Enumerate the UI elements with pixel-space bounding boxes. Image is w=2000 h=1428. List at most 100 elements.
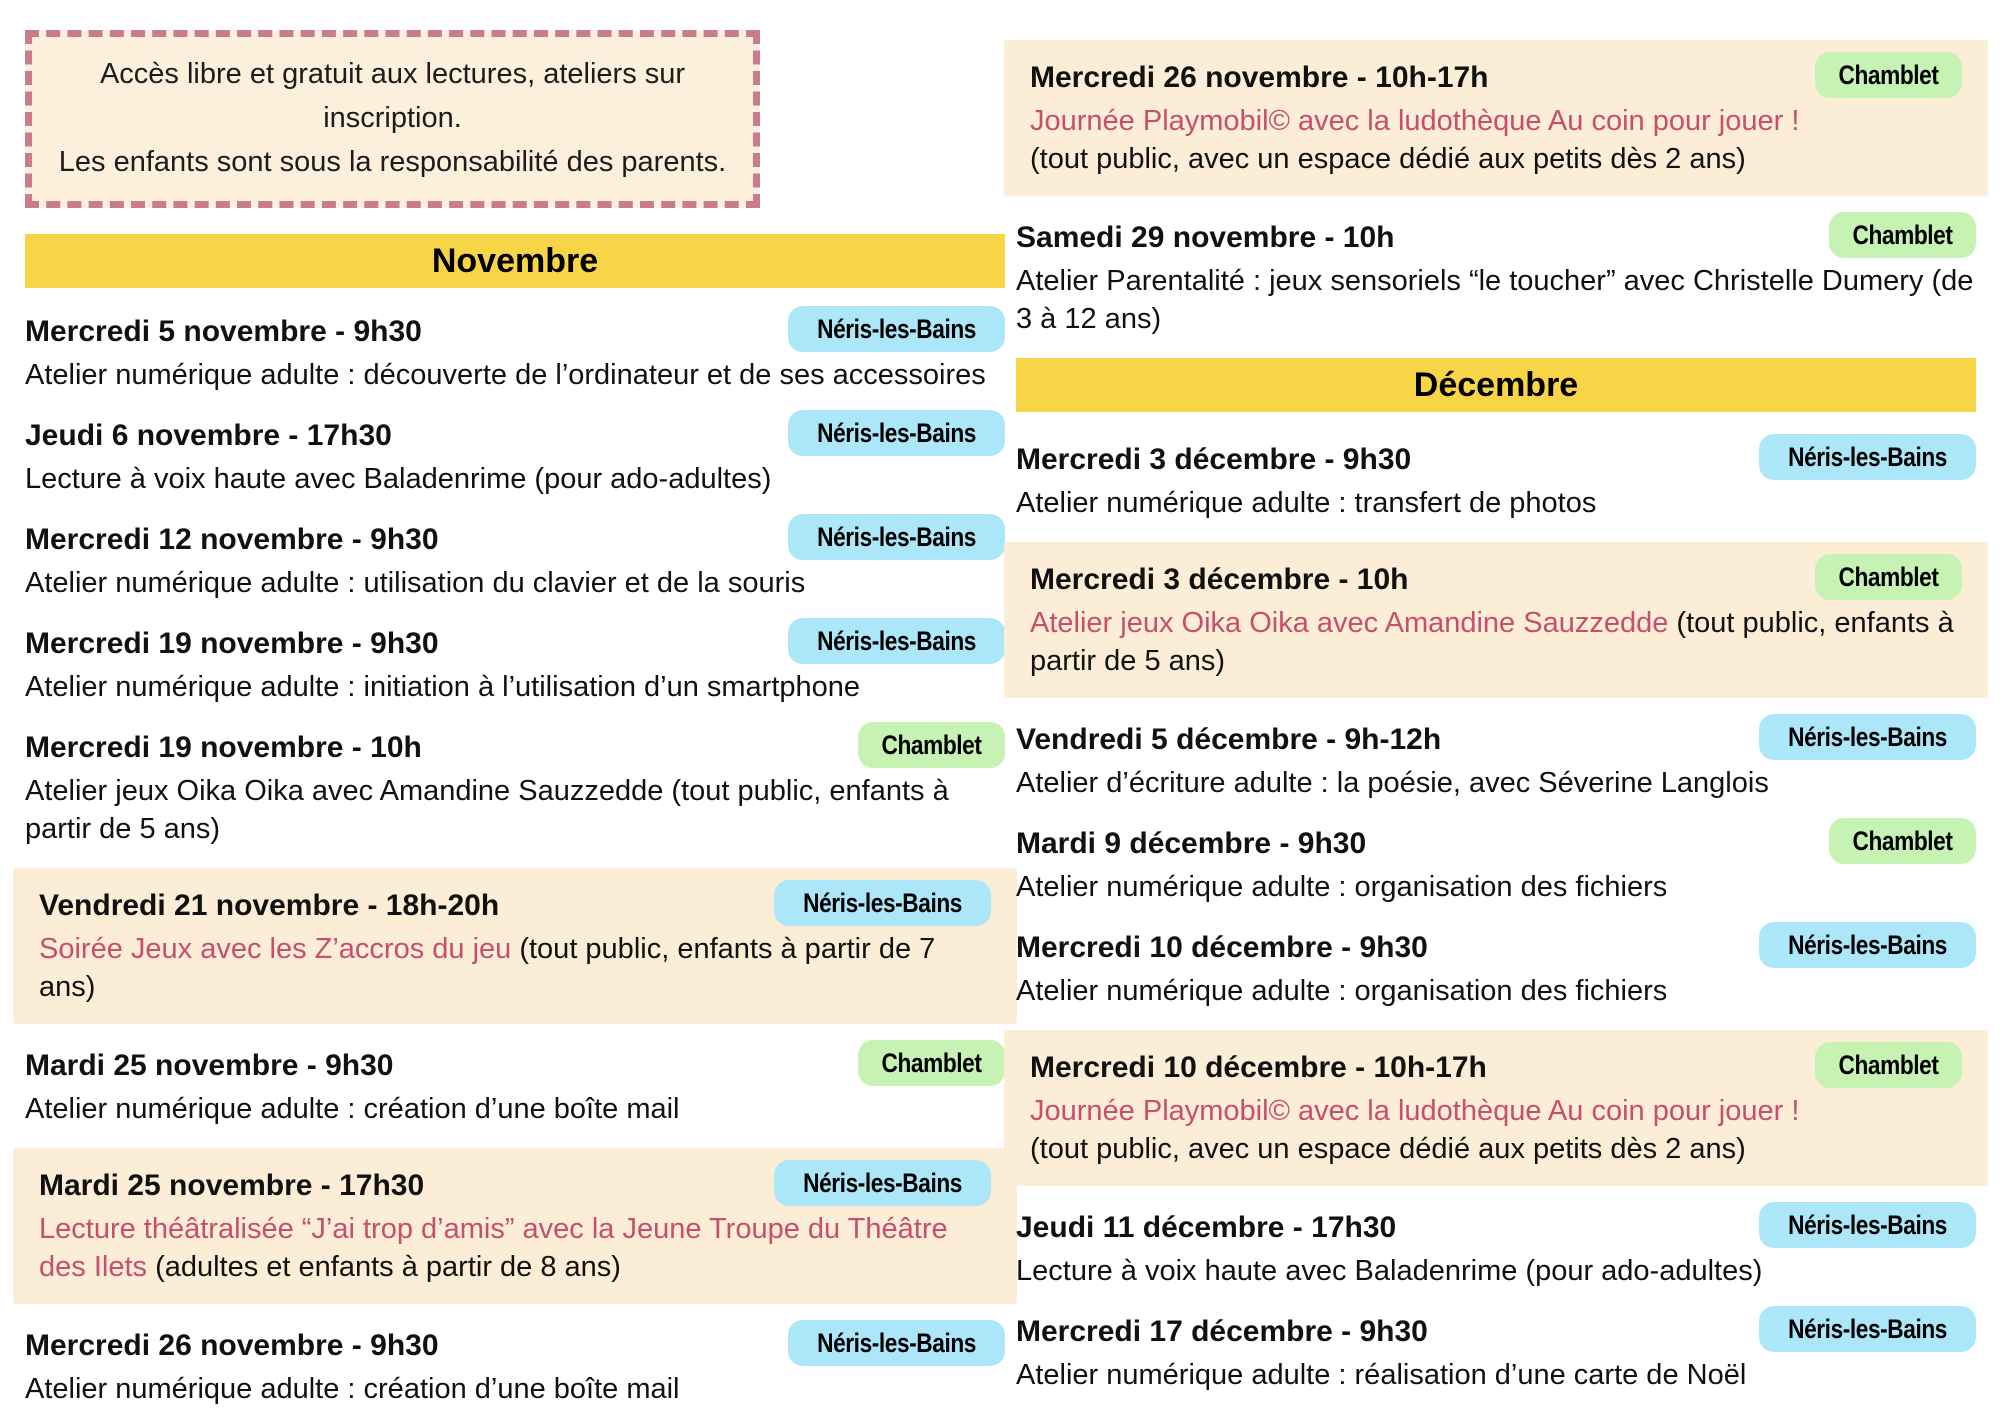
month-banner-decembre: Décembre	[1016, 358, 1976, 412]
location-badge: Chamblet	[857, 1040, 1005, 1086]
notice-box: Accès libre et gratuit aux lectures, ate…	[25, 30, 760, 208]
event-header: Samedi 29 novembre - 10h Chamblet	[1016, 212, 1976, 260]
event-block-mardi-9-decembre-9h30: Mardi 9 décembre - 9h30 Chamblet Atelier n…	[1016, 818, 1976, 906]
event-description-part: Atelier numérique adulte : création d’un…	[25, 1093, 680, 1125]
event-date: Mardi 9 décembre - 9h30	[1016, 827, 1367, 860]
location-badge: Néris-les-Bains	[787, 410, 1005, 456]
event-date: Mercredi 12 novembre - 9h30	[25, 523, 439, 556]
event-description: Atelier numérique adulte : transfert de …	[1016, 484, 1976, 522]
location-badge-label: Chamblet	[881, 730, 982, 760]
event-date: Mercredi 19 novembre - 10h	[25, 731, 422, 764]
event-block-mercredi-10-decembre-9h30: Mercredi 10 décembre - 9h30 Néris-les-Bai…	[1016, 922, 1976, 1010]
event-description: Journée Playmobil© avec la ludothèque Au…	[1030, 1092, 1962, 1168]
location-badge: Néris-les-Bains	[773, 880, 991, 926]
event-block-mercredi-19-novembre-10h: Mercredi 19 novembre - 10h Chamblet Atelie…	[25, 722, 1005, 848]
event-date: Mardi 25 novembre - 9h30	[25, 1049, 394, 1082]
location-badge: Chamblet	[857, 722, 1005, 768]
month-banner-novembre: Novembre	[25, 234, 1005, 288]
event-description: Atelier numérique adulte : organisation …	[1016, 972, 1976, 1010]
location-badge-label: Néris-les-Bains	[817, 522, 976, 552]
event-description: Lecture théâtralisée “J’ai trop d’amis” …	[39, 1210, 991, 1286]
location-badge: Néris-les-Bains	[1758, 1306, 1976, 1352]
event-date: Mercredi 10 décembre - 10h-17h	[1030, 1051, 1487, 1084]
event-description-part: Atelier numérique adulte : réalisation d…	[1016, 1359, 1747, 1391]
event-description-part: Journée Playmobil© avec la ludothèque Au…	[1030, 1095, 1800, 1127]
location-badge-label: Chamblet	[1852, 220, 1953, 250]
event-header: Mercredi 10 décembre - 9h30 Néris-les-Bai…	[1016, 922, 1976, 970]
event-description-part: (tout public, avec un espace dédié aux p…	[1030, 143, 1746, 175]
location-badge-label: Néris-les-Bains	[1788, 930, 1947, 960]
location-badge-label: Néris-les-Bains	[817, 314, 976, 344]
event-block-mercredi-3-decembre-9h30: Mercredi 3 décembre - 9h30 Néris-les-Bain…	[1016, 434, 1976, 522]
event-header: Jeudi 11 décembre - 17h30 Néris-les-Bains	[1016, 1202, 1976, 1250]
event-header: Mercredi 19 novembre - 9h30 Néris-les-Bai…	[25, 618, 1005, 666]
location-badge-label: Néris-les-Bains	[803, 1168, 962, 1198]
location-badge-label: Chamblet	[1838, 1050, 1939, 1080]
location-badge: Néris-les-Bains	[1758, 922, 1976, 968]
event-date: Mardi 25 novembre - 17h30	[39, 1169, 425, 1202]
event-date: Mercredi 5 novembre - 9h30	[25, 315, 422, 348]
event-description-part: Atelier numérique adulte : découverte de…	[25, 359, 986, 391]
event-date: Mercredi 19 novembre - 9h30	[25, 627, 439, 660]
event-block-mardi-25-novembre-17h30: Mardi 25 novembre - 17h30 Néris-les-Bains…	[13, 1148, 1017, 1304]
location-badge-label: Néris-les-Bains	[803, 888, 962, 918]
location-badge: Néris-les-Bains	[787, 618, 1005, 664]
event-block-jeudi-11-decembre-17h30: Jeudi 11 décembre - 17h30 Néris-les-Bains…	[1016, 1202, 1976, 1290]
event-description: Atelier numérique adulte : création d’un…	[25, 1090, 1005, 1128]
event-description-part: Lecture à voix haute avec Baladenrime (p…	[25, 463, 772, 495]
event-description-part: (tout public, avec un espace dédié aux p…	[1030, 1133, 1746, 1165]
event-block-mercredi-26-novembre-9h30: Mercredi 26 novembre - 9h30 Néris-les-Bai…	[25, 1320, 1005, 1408]
location-badge: Néris-les-Bains	[787, 514, 1005, 560]
event-block-mercredi-10-decembre-10h-17h: Mercredi 10 décembre - 10h-17h Chamblet Jo…	[1004, 1030, 1988, 1186]
event-description-part: Atelier numérique adulte : création d’un…	[25, 1373, 680, 1405]
event-description-part: Soirée Jeux avec les Z’accros du jeu	[39, 933, 520, 965]
location-badge-label: Néris-les-Bains	[1788, 1210, 1947, 1240]
location-badge: Néris-les-Bains	[787, 1320, 1005, 1366]
event-description: Atelier d’écriture adulte : la poésie, a…	[1016, 764, 1976, 802]
event-description: Atelier Parentalité : jeux sensoriels “l…	[1016, 262, 1976, 338]
event-description: Atelier numérique adulte : organisation …	[1016, 868, 1976, 906]
event-header: Mercredi 10 décembre - 10h-17h Chamblet	[1030, 1042, 1962, 1090]
event-date: Mercredi 26 novembre - 10h-17h	[1030, 61, 1489, 94]
location-badge-label: Chamblet	[881, 1048, 982, 1078]
location-badge-label: Néris-les-Bains	[817, 1328, 976, 1358]
event-header: Vendredi 21 novembre - 18h-20h Néris-les-…	[39, 880, 991, 928]
event-header: Mercredi 3 décembre - 9h30 Néris-les-Bain…	[1016, 434, 1976, 482]
event-block-samedi-29-novembre-10h: Samedi 29 novembre - 10h Chamblet Atelier …	[1016, 212, 1976, 338]
event-description-part: Atelier numérique adulte : organisation …	[1016, 871, 1668, 903]
event-date: Mercredi 17 décembre - 9h30	[1016, 1315, 1428, 1348]
event-description-part: Atelier jeux Oika Oika avec Amandine Sau…	[25, 775, 949, 845]
event-block-vendredi-21-novembre-18h-20h: Vendredi 21 novembre - 18h-20h Néris-les-…	[13, 868, 1017, 1024]
event-block-mercredi-5-novembre-9h30: Mercredi 5 novembre - 9h30 Néris-les-Bain…	[25, 306, 1005, 394]
event-date: Mercredi 3 décembre - 9h30	[1016, 443, 1412, 476]
location-badge: Chamblet	[1828, 818, 1976, 864]
event-description: Atelier numérique adulte : utilisation d…	[25, 564, 1005, 602]
event-description-part: (tout public, enfants à partir de 7 ans)	[39, 933, 936, 1003]
location-badge: Néris-les-Bains	[773, 1160, 991, 1206]
location-badge: Chamblet	[1814, 1042, 1962, 1088]
event-header: Vendredi 5 décembre - 9h-12h Néris-les-Ba…	[1016, 714, 1976, 762]
event-block-mercredi-19-novembre-9h30: Mercredi 19 novembre - 9h30 Néris-les-Bai…	[25, 618, 1005, 706]
event-description: Lecture à voix haute avec Baladenrime (p…	[1016, 1252, 1976, 1290]
event-description-part: Atelier jeux Oika Oika avec Amandine Sau…	[1030, 607, 1677, 639]
event-date: Vendredi 5 décembre - 9h-12h	[1016, 723, 1442, 756]
location-badge: Néris-les-Bains	[1758, 434, 1976, 480]
location-badge: Chamblet	[1814, 52, 1962, 98]
event-header: Mardi 25 novembre - 9h30 Chamblet	[25, 1040, 1005, 1088]
event-block-vendredi-5-decembre-9h-12h: Vendredi 5 décembre - 9h-12h Néris-les-Ba…	[1016, 714, 1976, 802]
event-header: Mercredi 19 novembre - 10h Chamblet	[25, 722, 1005, 770]
event-description: Atelier jeux Oika Oika avec Amandine Sau…	[1030, 604, 1962, 680]
event-header: Mercredi 26 novembre - 10h-17h Chamblet	[1030, 52, 1962, 100]
event-description-part: Journée Playmobil© avec la ludothèque Au…	[1030, 105, 1800, 137]
notice-line: Les enfants sont sous la responsabilité …	[58, 146, 727, 178]
event-date: Mercredi 10 décembre - 9h30	[1016, 931, 1428, 964]
event-description-part: Lecture théâtralisée “J’ai trop d’amis” …	[39, 1213, 948, 1283]
event-block-mardi-25-novembre-9h30: Mardi 25 novembre - 9h30 Chamblet Atelier …	[25, 1040, 1005, 1128]
event-description-part: (tout public, enfants à partir de 5 ans)	[1030, 607, 1954, 677]
event-header: Mercredi 17 décembre - 9h30 Néris-les-Bai…	[1016, 1306, 1976, 1354]
event-block-jeudi-6-novembre-17h30: Jeudi 6 novembre - 17h30 Néris-les-Bains L…	[25, 410, 1005, 498]
event-description: Atelier numérique adulte : réalisation d…	[1016, 1356, 1976, 1394]
event-header: Mercredi 5 novembre - 9h30 Néris-les-Bain…	[25, 306, 1005, 354]
location-badge: Chamblet	[1814, 554, 1962, 600]
